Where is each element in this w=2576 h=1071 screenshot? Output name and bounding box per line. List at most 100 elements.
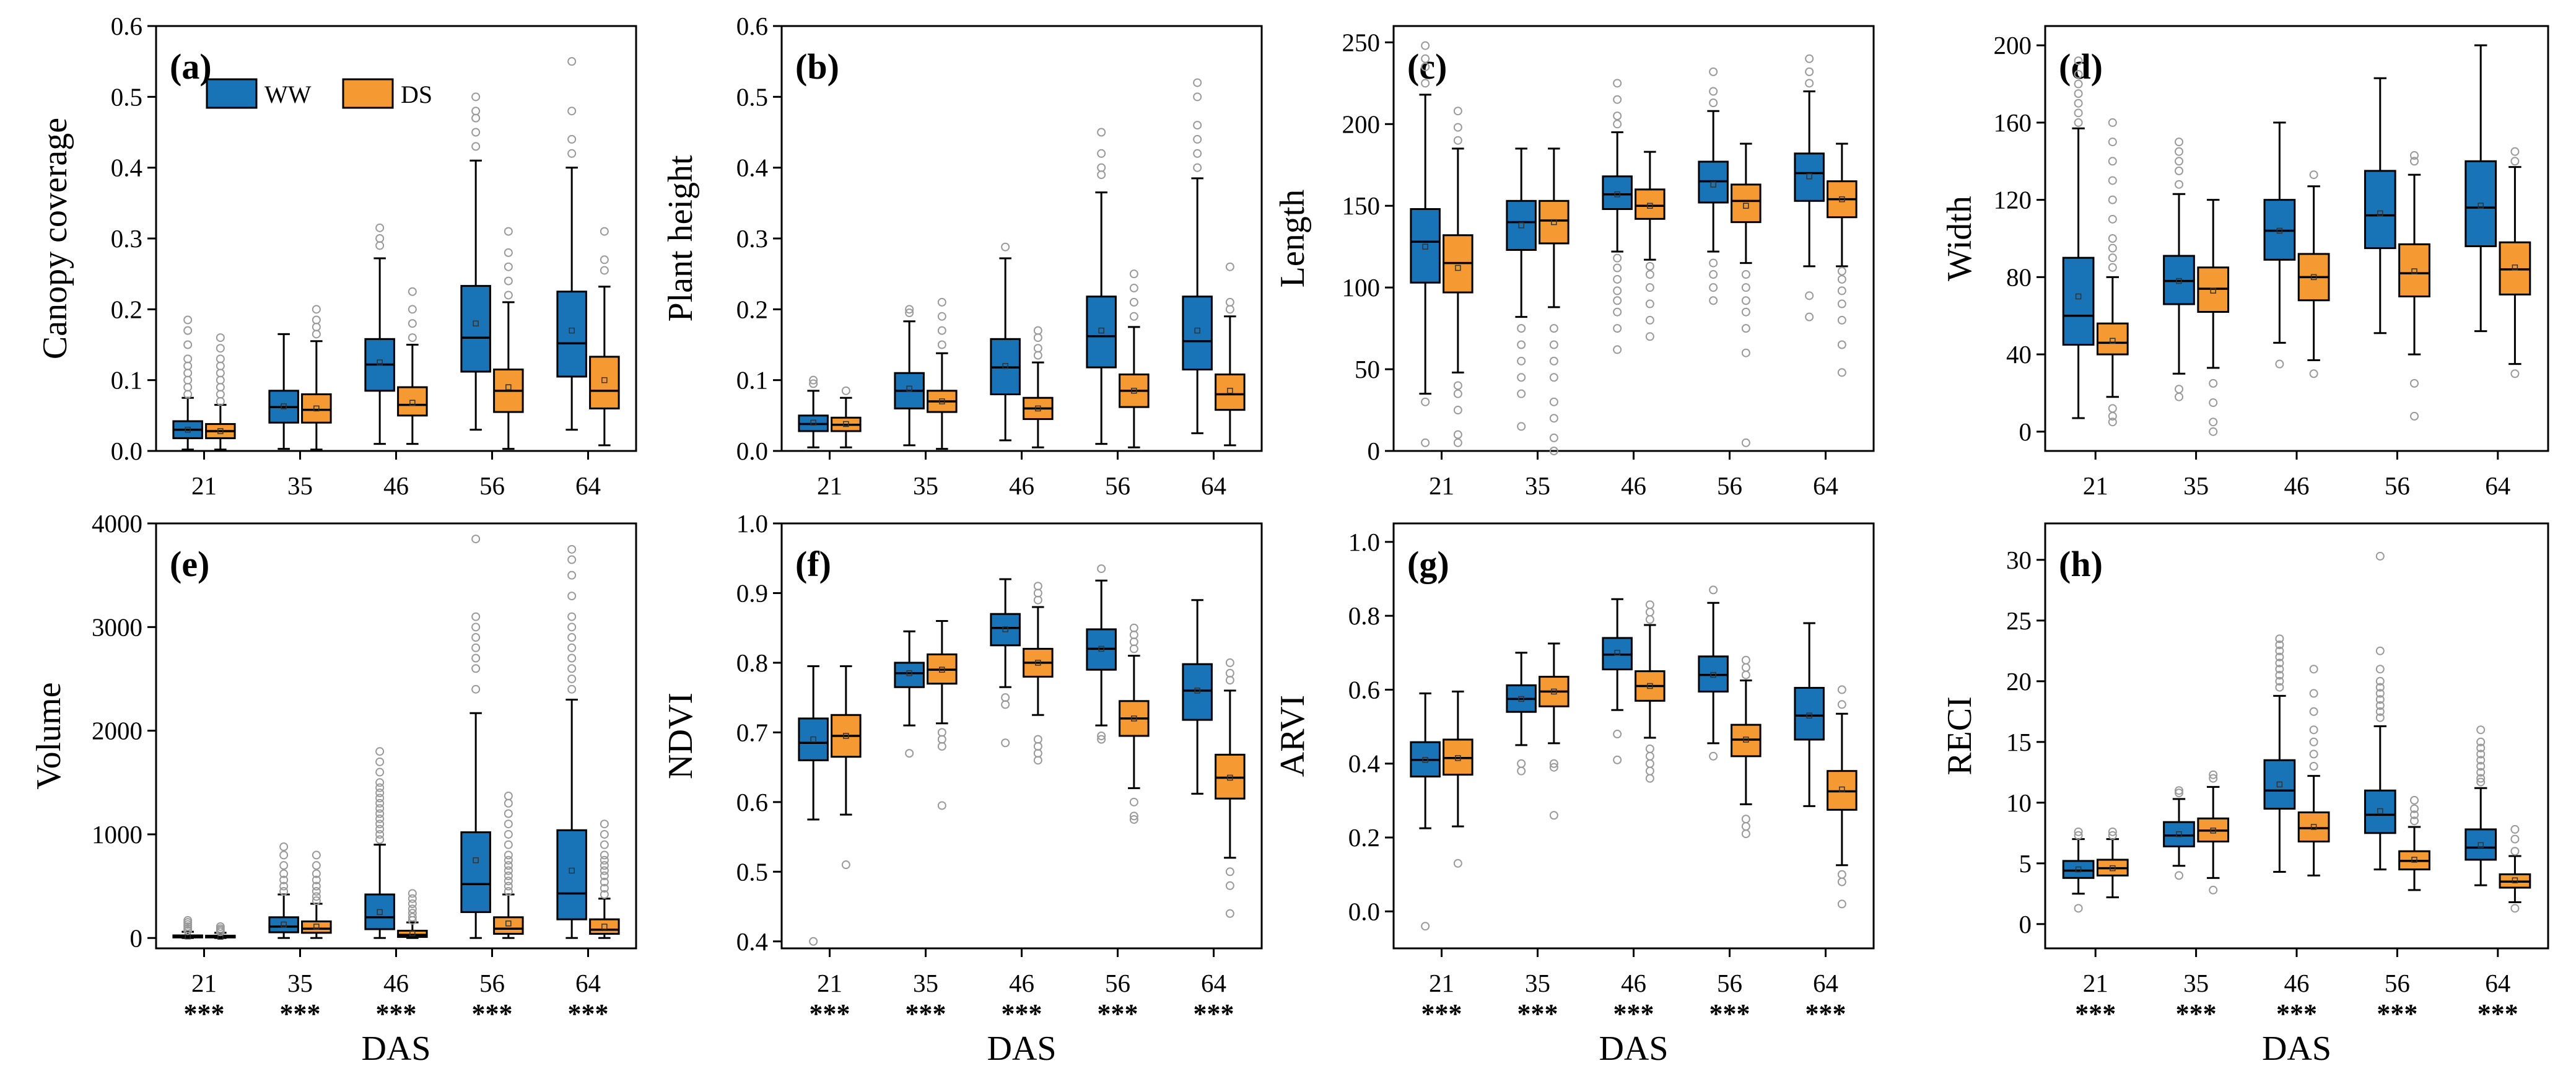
outlier-point: [1129, 815, 1138, 824]
outlier-point: [1421, 62, 1430, 71]
outlier-point: [2209, 378, 2218, 388]
significance-label: ***: [2176, 999, 2217, 1029]
box-ww: [1794, 686, 1825, 741]
mean-marker: [906, 385, 912, 392]
mean-marker: [1806, 173, 1812, 180]
significance-label: ***: [1421, 999, 1462, 1029]
outlier-point: [408, 899, 417, 909]
outlier-point: [1805, 79, 1814, 88]
x-tick-label: 21: [191, 969, 217, 997]
outlier-point: [2309, 170, 2318, 180]
outlier-point: [1741, 815, 1750, 824]
mean-marker: [2210, 828, 2216, 834]
outlier-point: [504, 227, 513, 236]
outlier-point: [2174, 786, 2183, 795]
outlier-point: [375, 778, 385, 787]
outlier-point: [1421, 922, 1430, 931]
outlier-point: [1225, 658, 1234, 667]
mean-marker: [473, 320, 479, 326]
mean-marker: [1194, 688, 1200, 694]
outlier-point: [471, 107, 481, 116]
outlier-point: [2375, 689, 2385, 698]
y-tick-label: 0.8: [736, 649, 768, 677]
outlier-point: [2309, 737, 2318, 746]
outlier-point: [567, 544, 577, 554]
y-tick-label: 25: [2006, 606, 2032, 635]
outlier-point: [1741, 438, 1750, 447]
mean-marker: [1551, 219, 1557, 225]
outlier-point: [1033, 344, 1042, 353]
panel-label: (d): [2059, 46, 2103, 87]
outlier-point: [216, 361, 225, 370]
outlier-point: [375, 814, 385, 823]
outlier-point: [567, 654, 577, 663]
outlier-point: [1225, 867, 1234, 876]
panel-label: (g): [1407, 544, 1449, 584]
outlier-point: [1421, 438, 1430, 447]
outlier-point: [504, 850, 513, 860]
mean-marker: [409, 400, 416, 406]
outlier-point: [504, 792, 513, 801]
outlier-point: [1453, 859, 1462, 868]
outlier-point: [1001, 693, 1010, 702]
mean-marker: [601, 924, 608, 930]
y-tick-label: 100: [1342, 273, 1381, 302]
outlier-point: [312, 322, 321, 331]
outlier-point: [408, 904, 417, 914]
outlier-point: [1517, 759, 1526, 768]
significance-label: ***: [1002, 999, 1042, 1029]
outlier-point: [1645, 332, 1654, 341]
box-ww: [798, 717, 829, 761]
mean-marker: [2310, 824, 2317, 830]
mean-marker: [505, 384, 512, 390]
outlier-point: [2476, 725, 2486, 735]
mean-marker: [2512, 877, 2518, 883]
x-tick-label: 64: [575, 969, 601, 997]
outlier-point: [1549, 373, 1558, 382]
outlier-point: [1837, 315, 1846, 325]
outlier-point: [1033, 756, 1042, 765]
outlier-point: [567, 570, 577, 580]
outlier-point: [2476, 777, 2486, 787]
outlier-point: [1741, 348, 1750, 357]
outlier-point: [2275, 676, 2284, 686]
y-axis-title: Width: [1941, 196, 1979, 281]
outlier-point: [2108, 263, 2117, 272]
x-tick-label: 21: [2083, 471, 2108, 500]
outlier-point: [2174, 871, 2183, 880]
outlier-point: [279, 861, 289, 870]
outlier-point: [2476, 756, 2486, 765]
mean-marker: [2478, 203, 2484, 209]
outlier-point: [1033, 588, 1042, 598]
outlier-point: [1225, 297, 1234, 307]
outlier-point: [375, 829, 385, 839]
box-ww: [2364, 170, 2396, 250]
mean-marker: [601, 377, 608, 383]
outlier-point: [2375, 713, 2385, 722]
panel-b: 0.0 0.1 0.2 0.3 0.4 0.5 0.6 Plant height (b) 21 35…: [661, 12, 1263, 500]
outlier-point: [2108, 404, 2117, 413]
mean-marker: [1098, 327, 1104, 334]
outlier-point: [471, 612, 481, 621]
y-tick-label: 0.0: [1348, 897, 1380, 925]
mean-marker: [1839, 786, 1845, 793]
mean-marker: [1614, 191, 1620, 198]
outlier-point: [2108, 831, 2117, 840]
outlier-point: [183, 375, 193, 385]
outlier-point: [375, 234, 385, 243]
y-tick-label: 4000: [92, 509, 142, 538]
outlier-point: [567, 592, 577, 601]
outlier-point: [1645, 261, 1654, 271]
outlier-point: [1549, 397, 1558, 406]
mean-marker: [1422, 243, 1428, 250]
x-tick-label: 64: [1201, 471, 1226, 500]
outlier-point: [600, 227, 609, 236]
outlier-point: [408, 912, 417, 922]
x-tick-label: 21: [1429, 969, 1454, 997]
y-tick-label: 0.5: [736, 857, 768, 886]
outlier-point: [1837, 685, 1846, 694]
outlier-point: [1709, 98, 1718, 108]
outlier-point: [2174, 180, 2183, 189]
panel-e: 01000200030004000Volume(e)21***35***46**…: [30, 509, 637, 1068]
outlier-point: [1709, 67, 1718, 76]
